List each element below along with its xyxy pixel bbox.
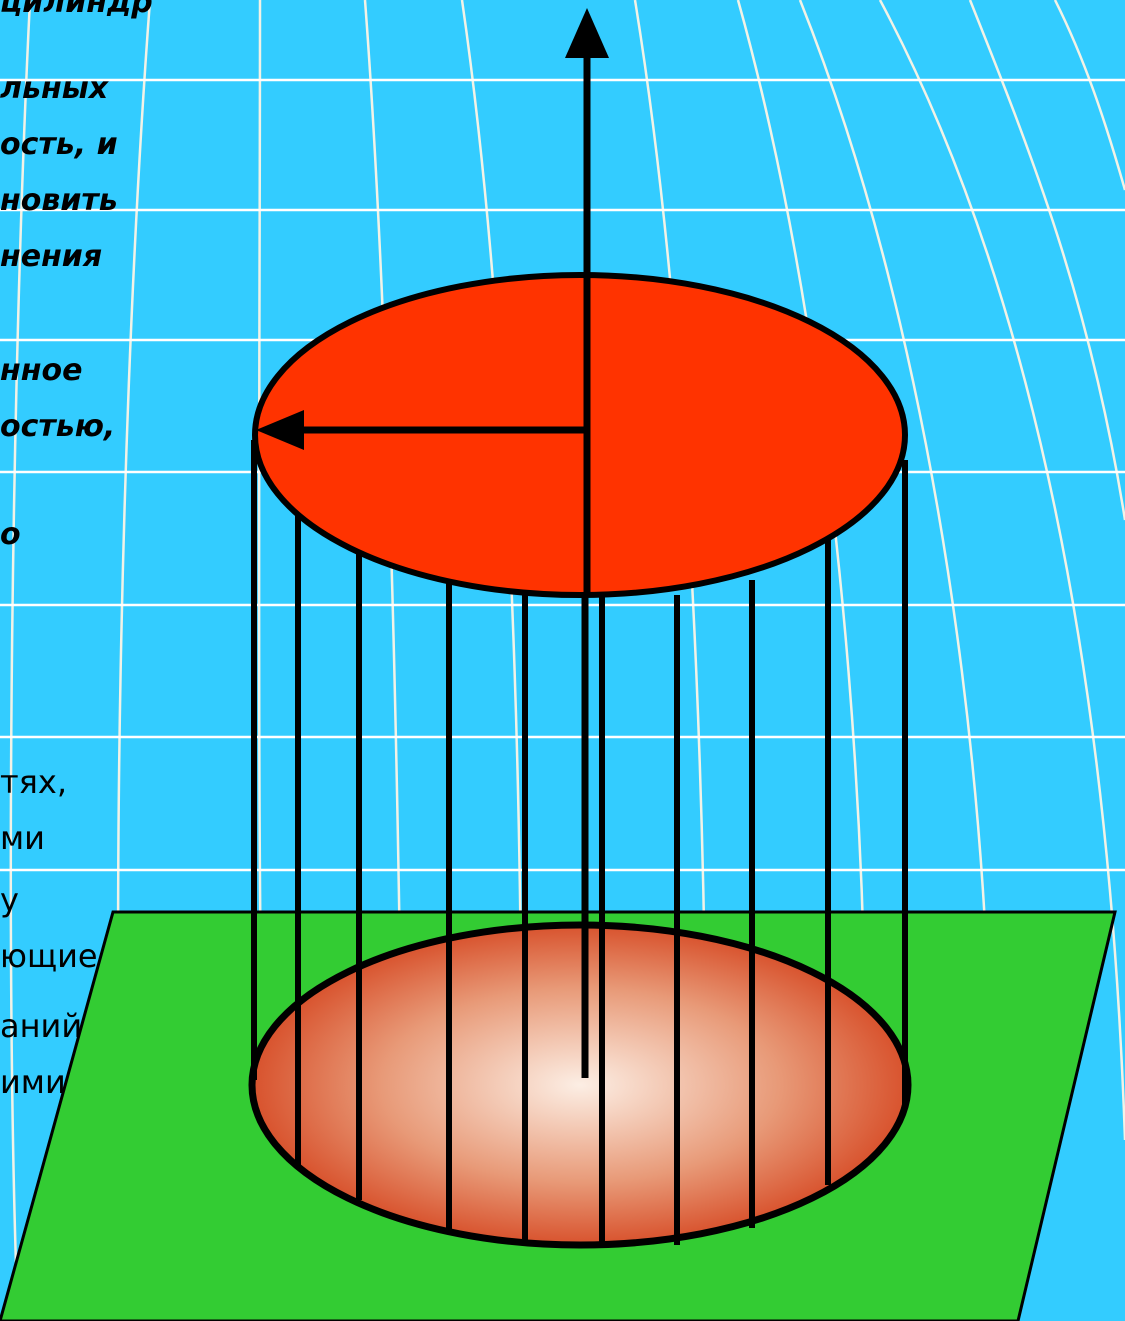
text-lower-2: ми (0, 819, 45, 857)
text-upper-8: о (0, 517, 21, 552)
text-upper-5: нения (0, 239, 103, 274)
text-upper-4: новить (0, 183, 118, 218)
axis-arrowhead (565, 8, 609, 58)
bottom-base-disk (248, 921, 912, 1249)
text-lower-3: у (0, 881, 19, 919)
text-upper-2: льных (0, 71, 109, 106)
text-upper-3: ость, и (0, 127, 118, 162)
text-upper-1: цилиндр (0, 0, 153, 20)
text-lower-5: аний (0, 1007, 83, 1045)
text-upper-6: нное (0, 353, 83, 388)
text-lower-1: тях, (0, 763, 67, 801)
top-base-disk (252, 272, 908, 598)
radius-arrowhead (256, 410, 304, 450)
cylinder-generators (251, 440, 908, 1245)
text-lower-4: ющие (0, 937, 98, 975)
text-upper-7: остью, (0, 409, 116, 444)
text-lower-6: ими (0, 1063, 66, 1101)
